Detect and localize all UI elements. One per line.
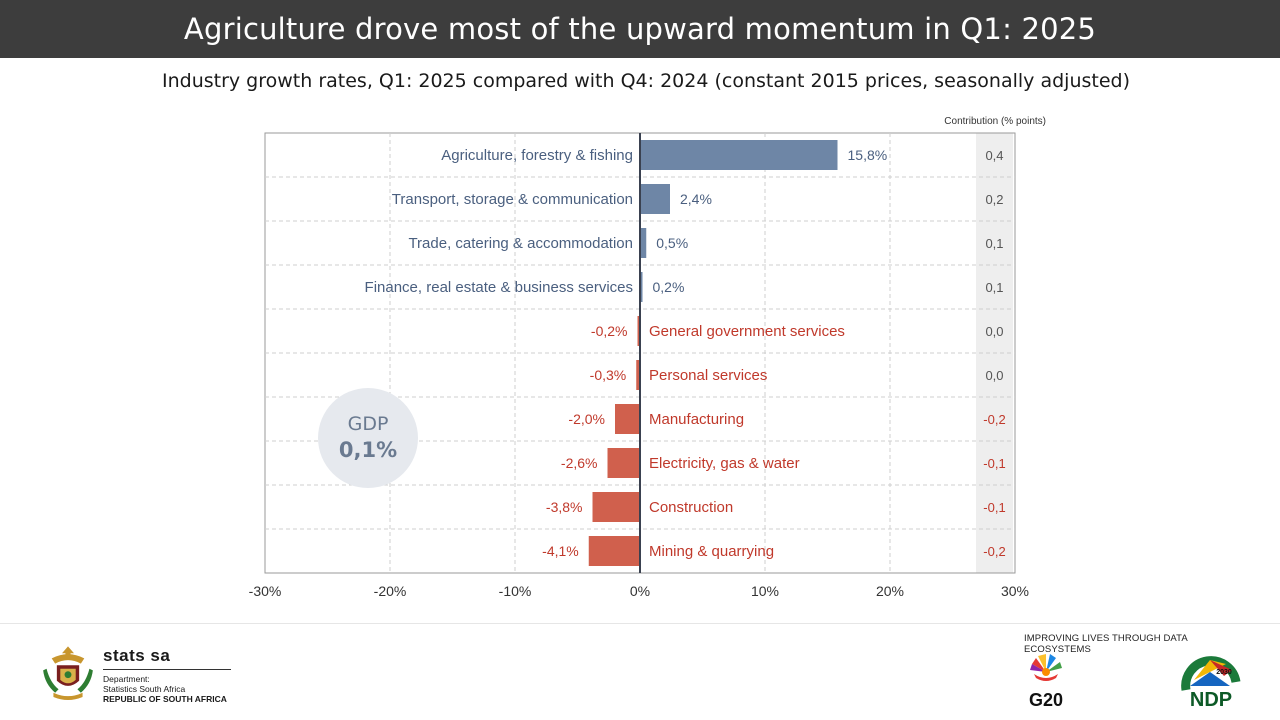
agency-label: Statistics South Africa bbox=[103, 684, 186, 694]
gdp-label: GDP bbox=[348, 413, 389, 435]
value-label: 2,4% bbox=[680, 191, 712, 207]
bar bbox=[607, 448, 640, 478]
ndp-logo-icon: 2030 NDP bbox=[1181, 656, 1241, 711]
g20-text: G20 bbox=[1029, 690, 1063, 710]
contribution-value: 0,0 bbox=[985, 324, 1003, 339]
contribution-value: -0,1 bbox=[983, 500, 1005, 515]
value-label: -2,0% bbox=[568, 411, 605, 427]
ndp-text: NDP bbox=[1190, 689, 1232, 711]
stats-sa-block: stats sa Department: Statistics South Af… bbox=[103, 646, 233, 704]
contribution-value: -0,2 bbox=[983, 412, 1005, 427]
category-label: Agriculture, forestry & fishing bbox=[441, 147, 633, 164]
bar bbox=[615, 404, 640, 434]
value-label: -0,3% bbox=[590, 367, 627, 383]
contribution-value: -0,1 bbox=[983, 456, 1005, 471]
tagline: IMPROVING LIVES THROUGH DATA ECOSYSTEMS bbox=[1024, 633, 1188, 655]
category-label: Manufacturing bbox=[649, 411, 744, 428]
contribution-value: 0,1 bbox=[985, 280, 1003, 295]
bar bbox=[636, 360, 640, 390]
category-label: Finance, real estate & business services bbox=[365, 279, 633, 296]
page-title-bar: Agriculture drove most of the upward mom… bbox=[0, 0, 1280, 58]
category-label: Transport, storage & communication bbox=[392, 191, 633, 208]
x-tick-label: 30% bbox=[1001, 583, 1029, 599]
gdp-value: 0,1% bbox=[339, 438, 397, 462]
category-label: Construction bbox=[649, 499, 733, 516]
x-tick-label: 10% bbox=[751, 583, 779, 599]
contribution-value: 0,0 bbox=[985, 368, 1003, 383]
bar bbox=[592, 492, 640, 522]
value-label: -3,8% bbox=[546, 499, 583, 515]
value-label: -4,1% bbox=[542, 543, 579, 559]
footer-divider bbox=[0, 623, 1280, 624]
growth-bar-chart: GDP 0,1% Agriculture, forestry & fishing 15… bbox=[249, 116, 1046, 599]
x-tick-label: 20% bbox=[876, 583, 904, 599]
coat-of-arms-icon bbox=[43, 646, 93, 700]
x-tick-label: -20% bbox=[374, 583, 407, 599]
x-tick-label: -30% bbox=[249, 583, 282, 599]
department-label: Department: bbox=[103, 674, 150, 684]
category-label: Electricity, gas & water bbox=[649, 455, 800, 472]
bar bbox=[640, 272, 643, 302]
bar bbox=[640, 228, 647, 258]
value-label: 0,5% bbox=[656, 235, 688, 251]
contribution-value: -0,2 bbox=[983, 544, 1005, 559]
category-label: Personal services bbox=[649, 367, 767, 384]
gdp-circle bbox=[318, 388, 418, 488]
x-tick-label: 0% bbox=[630, 583, 650, 599]
bar bbox=[640, 184, 670, 214]
contribution-value: 0,1 bbox=[985, 236, 1003, 251]
republic-label: REPUBLIC OF SOUTH AFRICA bbox=[103, 694, 227, 704]
bar bbox=[588, 536, 640, 566]
contribution-header: Contribution (% points) bbox=[944, 116, 1046, 127]
page-title: Agriculture drove most of the upward mom… bbox=[183, 12, 1097, 46]
category-label: Mining & quarrying bbox=[649, 543, 774, 560]
x-tick-label: -10% bbox=[499, 583, 532, 599]
category-label: Trade, catering & accommodation bbox=[408, 235, 633, 252]
contribution-value: 0,2 bbox=[985, 192, 1003, 207]
bar bbox=[637, 316, 640, 346]
bar bbox=[640, 140, 838, 170]
category-label: General government services bbox=[649, 323, 845, 340]
chart-subtitle: Industry growth rates, Q1: 2025 compared… bbox=[161, 70, 1130, 92]
value-label: 0,2% bbox=[653, 279, 685, 295]
value-label: -0,2% bbox=[591, 323, 628, 339]
stats-rule bbox=[103, 669, 231, 670]
contribution-value: 0,4 bbox=[985, 148, 1003, 163]
g20-logo-icon: G20 bbox=[1029, 654, 1063, 710]
value-label: -2,6% bbox=[561, 455, 598, 471]
value-label: 15,8% bbox=[848, 147, 888, 163]
stats-sa-name: stats sa bbox=[103, 646, 171, 665]
ndp-year: 2030 bbox=[1216, 669, 1232, 676]
